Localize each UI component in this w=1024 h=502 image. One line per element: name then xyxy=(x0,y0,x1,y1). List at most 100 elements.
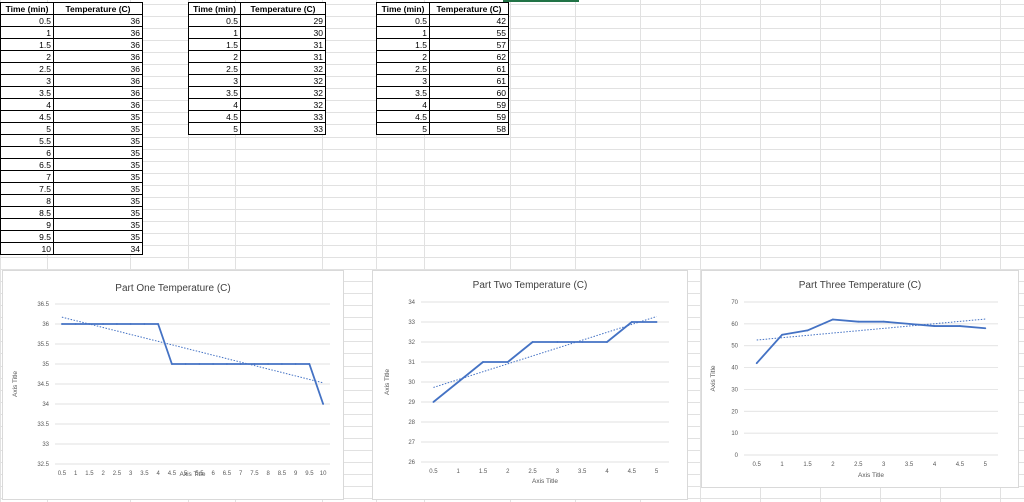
cell-time[interactable]: 1.5 xyxy=(0,38,54,51)
cell-temperature[interactable]: 35 xyxy=(53,134,143,147)
cell-time[interactable]: 4 xyxy=(376,98,430,111)
cell-temperature[interactable]: 32 xyxy=(240,74,326,87)
cell-temperature[interactable]: 30 xyxy=(240,26,326,39)
cell-time[interactable]: 4 xyxy=(0,98,54,111)
cell-temperature[interactable]: 36 xyxy=(53,74,143,87)
cell-temperature[interactable]: 35 xyxy=(53,110,143,123)
cell-temperature[interactable]: 35 xyxy=(53,218,143,231)
cell-time[interactable]: 3 xyxy=(376,74,430,87)
cell-temperature[interactable]: 60 xyxy=(429,86,509,99)
data-point xyxy=(129,323,132,325)
cell-time[interactable]: 8 xyxy=(0,194,54,207)
cell-time[interactable]: 1.5 xyxy=(376,38,430,51)
chart-part-one[interactable]: Part One Temperature (C) 32.5 33 33.5 34 34.… xyxy=(2,270,344,500)
cell-time[interactable]: 9 xyxy=(0,218,54,231)
cell-temperature[interactable]: 35 xyxy=(53,158,143,171)
cell-temperature[interactable]: 35 xyxy=(53,122,143,135)
cell-temperature[interactable]: 33 xyxy=(240,122,326,135)
cell-time[interactable]: 2.5 xyxy=(188,62,241,75)
cell-time[interactable]: 1 xyxy=(376,26,430,39)
column-header-time[interactable]: Time (min) xyxy=(0,2,54,15)
x-tick-label: 1.5 xyxy=(479,469,488,475)
cell-temperature[interactable]: 36 xyxy=(53,14,143,27)
cell-temperature[interactable]: 58 xyxy=(429,122,509,135)
table-row: 7.5 35 xyxy=(0,182,143,195)
cell-time[interactable]: 1 xyxy=(188,26,241,39)
cell-temperature[interactable]: 35 xyxy=(53,170,143,183)
cell-temperature[interactable]: 36 xyxy=(53,26,143,39)
data-table-part-two[interactable]: Time (min) Temperature (C) 0.5 29 1 30 1.5 31… xyxy=(188,2,326,135)
cell-time[interactable]: 9.5 xyxy=(0,230,54,243)
cell-temperature[interactable]: 36 xyxy=(53,50,143,63)
cell-time[interactable]: 8.5 xyxy=(0,206,54,219)
cell-temperature[interactable]: 35 xyxy=(53,230,143,243)
cell-time[interactable]: 2.5 xyxy=(376,62,430,75)
column-header-time[interactable]: Time (min) xyxy=(376,2,430,15)
x-axis-title: Axis Title xyxy=(858,472,884,479)
cell-time[interactable]: 4.5 xyxy=(376,110,430,123)
cell-time[interactable]: 5 xyxy=(188,122,241,135)
cell-temperature[interactable]: 61 xyxy=(429,62,509,75)
cell-temperature[interactable]: 35 xyxy=(53,146,143,159)
cell-time[interactable]: 0.5 xyxy=(188,14,241,27)
cell-temperature[interactable]: 35 xyxy=(53,194,143,207)
cell-time[interactable]: 6.5 xyxy=(0,158,54,171)
cell-temperature[interactable]: 42 xyxy=(429,14,509,27)
cell-time[interactable]: 5.5 xyxy=(0,134,54,147)
cell-temperature[interactable]: 32 xyxy=(240,86,326,99)
cell-temperature[interactable]: 36 xyxy=(53,86,143,99)
cell-temperature[interactable]: 34 xyxy=(53,242,143,255)
cell-temperature[interactable]: 35 xyxy=(53,206,143,219)
cell-temperature[interactable]: 36 xyxy=(53,38,143,51)
cell-time[interactable]: 4.5 xyxy=(188,110,241,123)
cell-time[interactable]: 4 xyxy=(188,98,241,111)
cell-temperature[interactable]: 33 xyxy=(240,110,326,123)
cell-temperature[interactable]: 61 xyxy=(429,74,509,87)
chart-part-two[interactable]: Part Two Temperature (C) 26 27 28 29 30 31 32 3… xyxy=(372,270,688,500)
cell-temperature[interactable]: 62 xyxy=(429,50,509,63)
chart-part-three[interactable]: Part Three Temperature (C) 0 10 20 30 40 50 60… xyxy=(701,270,1019,488)
cell-temperature[interactable]: 55 xyxy=(429,26,509,39)
cell-time[interactable]: 3 xyxy=(188,74,241,87)
cell-time[interactable]: 3.5 xyxy=(188,86,241,99)
data-table-part-three[interactable]: Time (min) Temperature (C) 0.5 42 1 55 1.5 57… xyxy=(376,2,509,135)
cell-time[interactable]: 5 xyxy=(0,122,54,135)
cell-temperature[interactable]: 32 xyxy=(240,98,326,111)
cell-temperature[interactable]: 59 xyxy=(429,110,509,123)
cell-time[interactable]: 6 xyxy=(0,146,54,159)
column-header-temperature[interactable]: Temperature (C) xyxy=(53,2,143,15)
column-header-time[interactable]: Time (min) xyxy=(188,2,241,15)
cell-temperature[interactable]: 32 xyxy=(240,62,326,75)
cell-time[interactable]: 2 xyxy=(376,50,430,63)
cell-temperature[interactable]: 36 xyxy=(53,98,143,111)
cell-time[interactable]: 0.5 xyxy=(376,14,430,27)
cell-temperature[interactable]: 57 xyxy=(429,38,509,51)
cell-time[interactable]: 3.5 xyxy=(376,86,430,99)
cell-temperature[interactable]: 35 xyxy=(53,182,143,195)
cell-time[interactable]: 1.5 xyxy=(188,38,241,51)
cell-time[interactable]: 1 xyxy=(0,26,54,39)
column-header-temperature[interactable]: Temperature (C) xyxy=(240,2,326,15)
cell-temperature[interactable]: 29 xyxy=(240,14,326,27)
data-table-part-one[interactable]: Time (min) Temperature (C) 0.5 36 1 36 1.5 36… xyxy=(0,2,143,255)
cell-time[interactable]: 4.5 xyxy=(0,110,54,123)
cell-temperature[interactable]: 31 xyxy=(240,50,326,63)
cell-time[interactable]: 2.5 xyxy=(0,62,54,75)
cell-time[interactable]: 2 xyxy=(188,50,241,63)
column-header-temperature[interactable]: Temperature (C) xyxy=(429,2,509,15)
cell-time[interactable]: 2 xyxy=(0,50,54,63)
cell-time[interactable]: 3.5 xyxy=(0,86,54,99)
data-point xyxy=(655,321,658,323)
trendline xyxy=(756,318,986,341)
cell-time[interactable]: 7.5 xyxy=(0,182,54,195)
cell-temperature[interactable]: 36 xyxy=(53,62,143,75)
cell-time[interactable]: 5 xyxy=(376,122,430,135)
data-point xyxy=(184,363,187,365)
cell-temperature[interactable]: 31 xyxy=(240,38,326,51)
cell-temperature[interactable]: 59 xyxy=(429,98,509,111)
cell-time[interactable]: 3 xyxy=(0,74,54,87)
cell-time[interactable]: 0.5 xyxy=(0,14,54,27)
cell-time[interactable]: 10 xyxy=(0,242,54,255)
x-tick-label: 0.5 xyxy=(429,469,438,475)
cell-time[interactable]: 7 xyxy=(0,170,54,183)
